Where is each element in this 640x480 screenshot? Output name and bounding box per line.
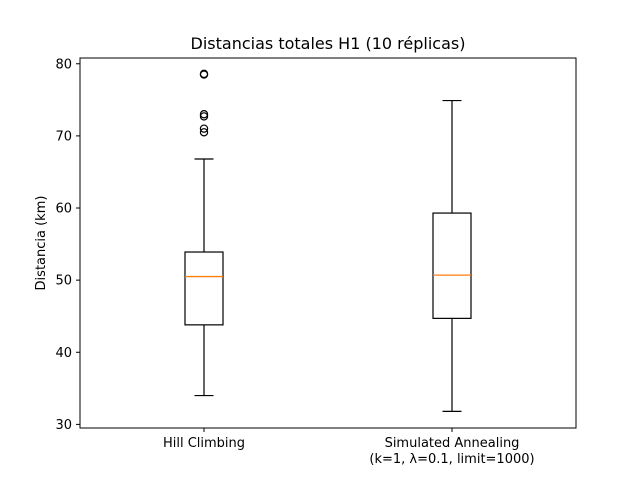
- y-tick-label: 60: [55, 202, 72, 217]
- x-tick-label: Simulated Annealing: [385, 436, 520, 451]
- outlier-point: [199, 112, 209, 121]
- iqr-box: [432, 212, 472, 319]
- outlier-point: [199, 128, 209, 137]
- y-tick-label: 50: [55, 274, 72, 289]
- y-tick-label: 80: [55, 57, 72, 72]
- box-group: [184, 69, 224, 397]
- iqr-box: [184, 251, 224, 326]
- plot-area-frame: [79, 57, 577, 429]
- y-axis: 30 40 50 60 70 80: [55, 57, 80, 433]
- y-tick-label: 70: [55, 129, 72, 144]
- x-tick-label: Hill Climbing: [163, 436, 245, 451]
- boxes-layer: [184, 69, 472, 413]
- y-tick-label: 30: [55, 418, 72, 433]
- outlier-point: [199, 110, 209, 119]
- chart-title: Distancias totales H1 (10 réplicas): [191, 34, 466, 53]
- y-tick-label: 40: [55, 346, 72, 361]
- outlier-point: [199, 69, 209, 79]
- x-tick-label: (k=1, λ=0.1, limit=1000): [369, 452, 534, 467]
- y-axis-label: Distancia (km): [34, 196, 49, 291]
- outlier-point: [199, 124, 209, 133]
- box-group: [432, 99, 472, 413]
- x-axis: Hill Climbing Simulated Annealing(k=1, λ=…: [163, 428, 535, 467]
